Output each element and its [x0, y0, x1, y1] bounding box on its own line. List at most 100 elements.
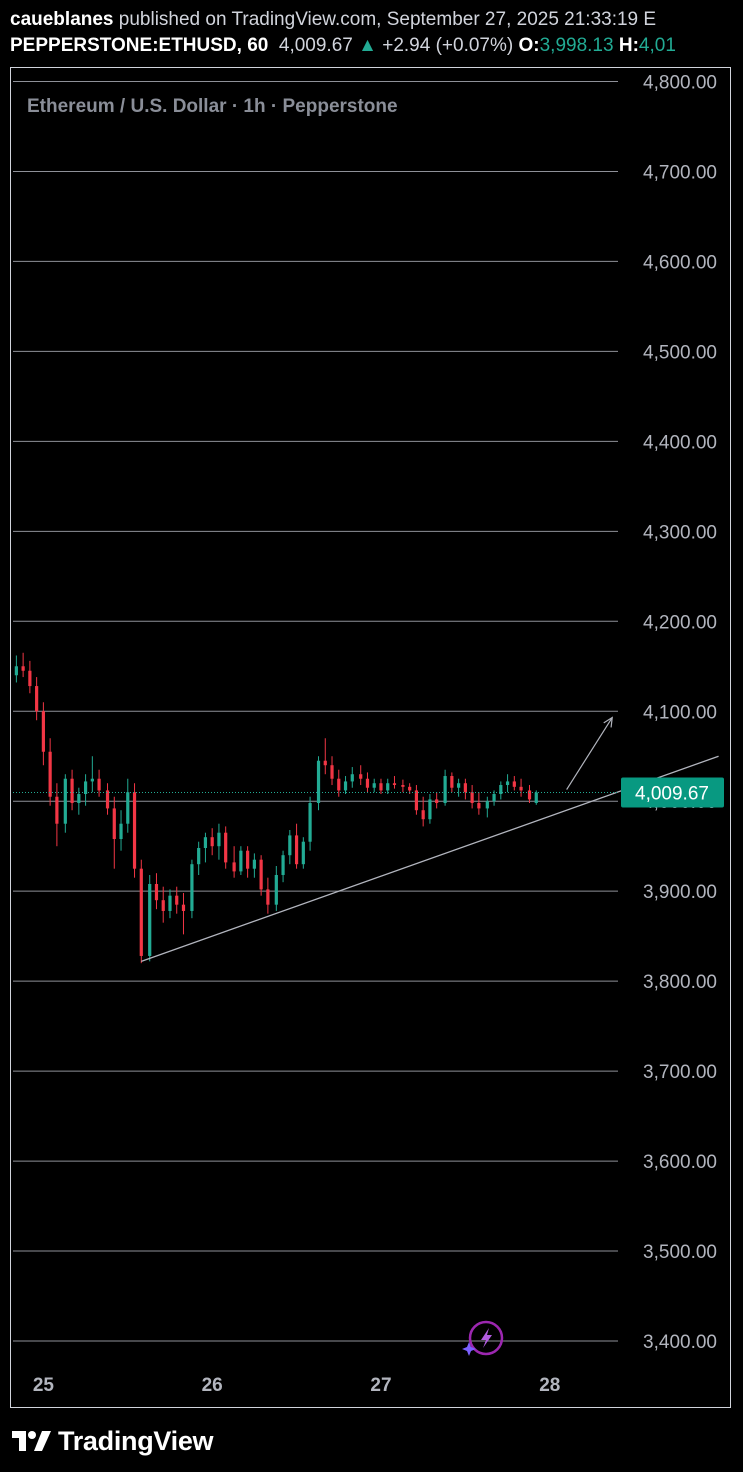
up-arrow-icon: ▲	[358, 35, 377, 56]
candle-body	[505, 781, 510, 786]
arrow-head[interactable]	[603, 716, 613, 728]
candle	[210, 828, 214, 856]
candle-body	[55, 796, 59, 824]
candle	[443, 769, 447, 806]
candle-body	[281, 855, 285, 875]
candle-body	[343, 781, 348, 791]
candle	[246, 846, 250, 878]
candle-body	[477, 803, 481, 809]
current-price-box	[621, 777, 724, 808]
candle	[35, 677, 39, 721]
candle	[450, 772, 454, 793]
candle-body	[443, 776, 447, 804]
price-chart[interactable]: 4,800.00 4,700.00 4,600.00 4,500.00 4,400.00…	[11, 68, 729, 1406]
candle-body	[463, 783, 467, 793]
high-value: 4,01	[638, 35, 676, 56]
candle-body	[154, 883, 159, 901]
candle-body	[450, 776, 454, 788]
candle-body	[308, 803, 312, 842]
candle	[392, 776, 397, 789]
candle	[119, 810, 123, 851]
candle	[21, 652, 25, 678]
candle-body	[266, 889, 270, 905]
candle	[224, 826, 228, 869]
candle	[359, 765, 363, 786]
candle	[330, 756, 334, 786]
candle	[534, 790, 538, 805]
candle-body	[112, 808, 116, 840]
candle-body	[372, 783, 376, 788]
drawings[interactable]	[141, 716, 719, 962]
candle-body	[246, 850, 250, 869]
candle	[63, 774, 67, 833]
candle	[470, 785, 474, 809]
candle-body	[359, 774, 363, 779]
ai-lightning-icon[interactable]	[462, 1320, 504, 1356]
candle-body	[485, 801, 489, 809]
candle-body	[168, 895, 172, 911]
candle	[414, 785, 419, 815]
candle	[477, 792, 481, 815]
candle-body	[190, 864, 194, 911]
current-price-marker: 4,009.67	[13, 777, 724, 808]
candle-body	[519, 786, 523, 791]
footer-brand: TradingView	[12, 1424, 214, 1458]
candle-body	[512, 781, 516, 787]
candle	[48, 738, 52, 806]
grid-lines	[13, 80, 618, 1342]
candle	[112, 796, 116, 869]
candle	[519, 778, 523, 797]
publish-info: caueblanes published on TradingView.com,…	[10, 8, 743, 32]
candle	[386, 778, 390, 795]
candle	[527, 785, 532, 804]
candle	[274, 865, 278, 911]
candle-body	[470, 792, 474, 804]
candle	[55, 783, 59, 847]
candle	[372, 778, 376, 793]
y-tick-label: 3,900.00	[643, 882, 717, 903]
candle-body	[323, 760, 327, 766]
candle	[316, 756, 321, 811]
y-tick-label: 4,200.00	[643, 612, 717, 633]
legend-title: Ethereum / U.S. Dollar · 1h · Pepperston…	[27, 96, 398, 117]
candle-body	[175, 895, 179, 905]
candle-body	[97, 778, 101, 791]
publish-header: caueblanes published on TradingView.com,…	[10, 8, 743, 58]
candle-body	[181, 904, 186, 911]
x-tick-label: 28	[539, 1375, 560, 1396]
candle-body	[119, 823, 123, 840]
y-tick-label: 4,400.00	[643, 432, 717, 453]
arrow-line[interactable]	[566, 717, 613, 790]
candle-body	[90, 778, 94, 782]
candle	[175, 886, 179, 914]
candle-body	[401, 785, 405, 787]
y-tick-label: 3,700.00	[643, 1062, 717, 1083]
candle-body	[161, 900, 165, 911]
y-tick-label: 4,100.00	[643, 702, 717, 723]
y-tick-label: 3,500.00	[643, 1242, 717, 1263]
high-label: H:	[618, 35, 639, 56]
candle	[90, 756, 94, 793]
candle	[350, 767, 354, 788]
candle-body	[70, 778, 74, 804]
candle-body	[14, 666, 18, 676]
candle-body	[252, 859, 256, 869]
candle	[252, 853, 256, 878]
candle-body	[126, 792, 130, 824]
candle	[97, 769, 101, 797]
candle	[148, 874, 152, 962]
candle-body	[35, 686, 39, 712]
candle	[181, 892, 186, 935]
candle	[365, 772, 370, 793]
y-tick-label: 4,500.00	[643, 342, 717, 363]
candle	[77, 787, 81, 815]
author-name[interactable]: caueblanes	[10, 9, 114, 30]
candle-body	[499, 785, 503, 795]
candle	[435, 792, 439, 809]
candle	[281, 850, 285, 883]
y-tick-label: 4,700.00	[643, 162, 717, 183]
candle	[337, 769, 341, 797]
candle-body	[337, 778, 341, 791]
candle	[512, 776, 516, 791]
candle-body	[48, 751, 52, 797]
